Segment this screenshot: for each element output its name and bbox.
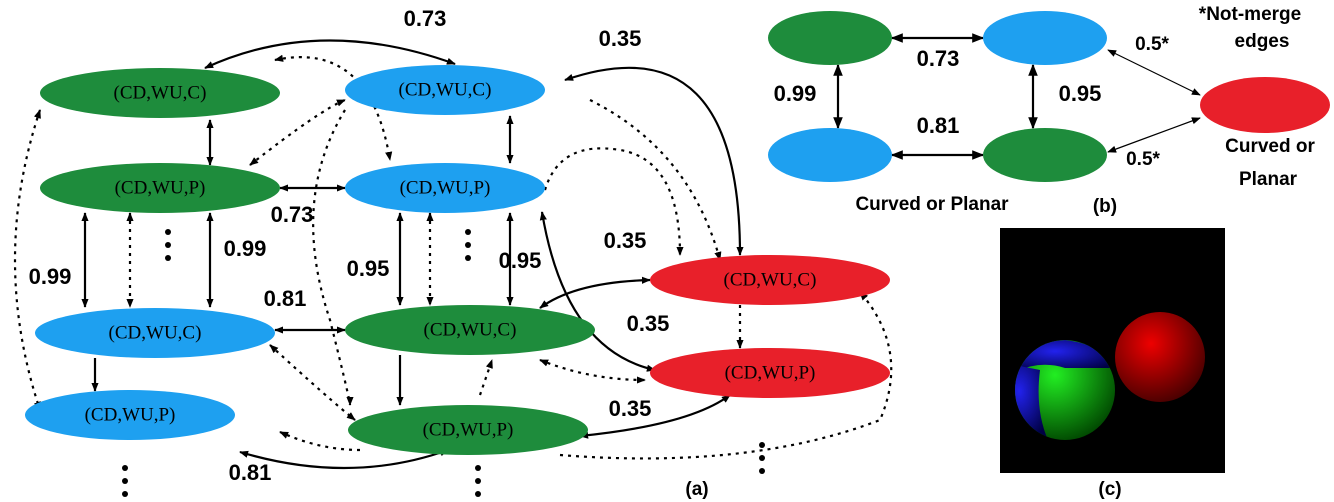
node-label: (CD,WU,P) (115, 177, 206, 198)
edge-label: 0.35 (627, 311, 670, 336)
note: *Not-merge (1199, 4, 1301, 25)
sphere (1115, 312, 1205, 402)
edge-label: 0.35 (609, 396, 652, 421)
edge-label: 0.35 (599, 26, 642, 51)
node-label: (CD,WU,C) (109, 322, 202, 343)
edge-label: 0.5* (1135, 34, 1169, 55)
panel-c: (c) (1000, 228, 1225, 500)
caption: (c) (1098, 479, 1121, 500)
edge-label: 0.81 (264, 286, 307, 311)
edge-label: 0.81 (229, 460, 272, 485)
node (1200, 77, 1330, 133)
node-label: (CD,WU,P) (725, 362, 816, 383)
edge-label: 0.95 (347, 256, 390, 281)
node (768, 128, 892, 182)
node-label: (CD,WU,C) (399, 79, 492, 100)
edge-label: 0.73 (404, 6, 447, 31)
nodes-a: (CD,WU,C) (CD,WU,P) (CD,WU,C) (CD,WU,P) … (25, 65, 890, 455)
caption: (b) (1093, 196, 1117, 217)
panel-b: 0.73 0.99 0.95 0.81 0.5* 0.5* *Not-merge… (768, 4, 1330, 217)
note: edges (1235, 31, 1290, 52)
edge-label: 0.99 (29, 264, 72, 289)
edge-label: 0.99 (224, 236, 267, 261)
node-label: (CD,WU,C) (724, 269, 817, 290)
caption: (a) (685, 479, 708, 500)
node-label: (CD,WU,P) (423, 419, 514, 440)
node (768, 11, 892, 65)
edge-label: 0.99 (774, 81, 817, 106)
node-caption: Planar (1239, 169, 1298, 190)
edge-label: 0.73 (271, 202, 314, 227)
node-caption: Curved or (1225, 136, 1315, 157)
edge-label: 0.95 (499, 248, 542, 273)
node-label: (CD,WU,C) (114, 82, 207, 103)
edge-label: 0.5* (1126, 149, 1160, 170)
node (983, 11, 1107, 65)
group-caption: Curved or Planar (855, 194, 1009, 215)
edge-label: 0.95 (1059, 81, 1102, 106)
node-label: (CD,WU,P) (400, 177, 491, 198)
node (983, 128, 1107, 182)
node-label: (CD,WU,C) (424, 319, 517, 340)
node-label: (CD,WU,P) (85, 404, 176, 425)
edge-label: 0.73 (917, 46, 960, 71)
figure: (CD,WU,C) (CD,WU,P) (CD,WU,C) (CD,WU,P) … (0, 0, 1334, 502)
edge-label: 0.81 (917, 113, 960, 138)
edge-label: 0.35 (604, 228, 647, 253)
